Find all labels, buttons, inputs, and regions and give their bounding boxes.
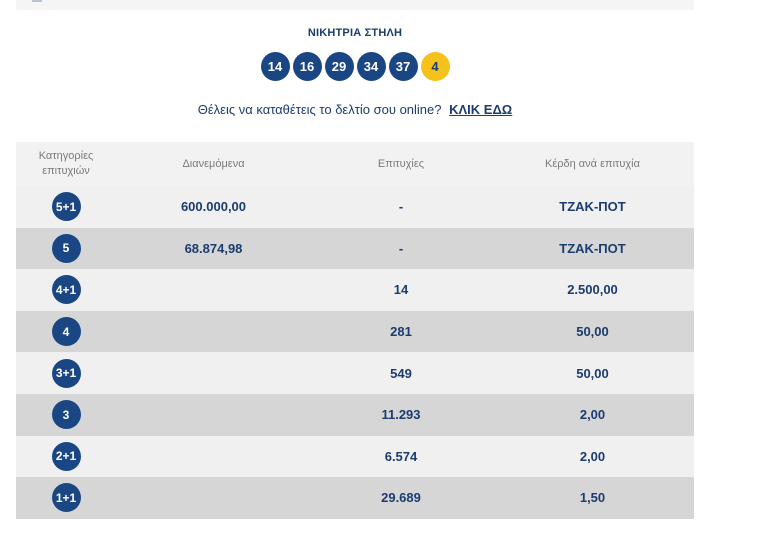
winners-cell: - xyxy=(398,199,404,215)
click-here-link[interactable]: ΚΛΙΚ ΕΔΩ xyxy=(449,102,513,117)
winners-cell: 6.574 xyxy=(384,448,418,464)
category-badge: 5+1 xyxy=(51,192,81,222)
table-row: 2+1 6.574 2,00 xyxy=(16,435,694,478)
winners-cell: 281 xyxy=(390,324,412,340)
joker-ball: 4 xyxy=(420,52,450,81)
prize-cell: ΤΖΑΚ-ΠΟΤ xyxy=(559,199,626,215)
header-category-line2: επιτυχιών xyxy=(42,165,90,177)
header-category-line1: Κατηγορίες xyxy=(38,150,94,162)
table-row: 4 281 50,00 xyxy=(16,310,694,353)
table-row: 5 68.874,98 - ΤΖΑΚ-ΠΟΤ xyxy=(16,227,694,270)
winning-numbers: 14 16 29 34 37 4 xyxy=(16,52,694,82)
table-row: 5+1 600.000,00 - ΤΖΑΚ-ΠΟΤ xyxy=(16,186,694,228)
category-badge: 5 xyxy=(51,233,81,263)
winners-cell: - xyxy=(398,240,404,256)
online-prompt: Θέλεις να καταθέτεις το δελτίο σου onlin… xyxy=(16,102,694,117)
table-row: 3+1 549 50,00 xyxy=(16,352,694,394)
winning-column-title: ΝΙΚΗΤΡΙΑ ΣΤΗΛΗ xyxy=(307,27,403,39)
header-prize: Κέρδη ανά επιτυχία xyxy=(545,158,640,170)
number-ball: 34 xyxy=(356,52,386,81)
header-distributed: Διανεμόμενα xyxy=(182,158,245,170)
prize-cell: 2.500,00 xyxy=(567,282,618,298)
winners-cell: 549 xyxy=(390,365,412,381)
header-winners: Επιτυχίες xyxy=(377,158,425,170)
prize-cell: 50,00 xyxy=(576,324,609,340)
prize-cell: 2,00 xyxy=(579,407,606,423)
table-row: 3 11.293 2,00 xyxy=(16,393,694,436)
prize-cell: 2,00 xyxy=(579,448,606,464)
number-ball: 37 xyxy=(388,52,418,81)
top-strip xyxy=(16,0,694,10)
winners-cell: 29.689 xyxy=(381,490,421,506)
distributed-cell: 600.000,00 xyxy=(180,199,247,215)
table-header: Κατηγορίες επιτυχιών Διανεμόμενα Επιτυχί… xyxy=(16,142,694,186)
top-dash xyxy=(32,0,42,2)
prize-cell: 50,00 xyxy=(576,365,609,381)
header-category: Κατηγορίες επιτυχιών xyxy=(16,149,116,179)
prize-cell: 1,50 xyxy=(579,490,606,506)
online-text: Θέλεις να καταθέτεις το δελτίο σου onlin… xyxy=(197,102,442,117)
category-badge: 2+1 xyxy=(51,441,81,471)
number-ball: 29 xyxy=(324,52,354,81)
prize-table: Κατηγορίες επιτυχιών Διανεμόμενα Επιτυχί… xyxy=(16,142,694,519)
category-badge: 4+1 xyxy=(51,275,81,305)
category-badge: 4 xyxy=(51,317,81,347)
prize-cell: ΤΖΑΚ-ΠΟΤ xyxy=(559,240,626,256)
table-row: 1+1 29.689 1,50 xyxy=(16,477,694,519)
category-badge: 3+1 xyxy=(51,358,81,388)
distributed-cell: 68.874,98 xyxy=(184,240,243,256)
category-badge: 3 xyxy=(51,400,81,430)
winners-cell: 14 xyxy=(393,282,409,298)
number-ball: 16 xyxy=(292,52,322,81)
number-ball: 14 xyxy=(260,52,290,81)
table-row: 4+1 14 2.500,00 xyxy=(16,269,694,311)
category-badge: 1+1 xyxy=(51,483,81,513)
winners-cell: 11.293 xyxy=(381,407,421,423)
